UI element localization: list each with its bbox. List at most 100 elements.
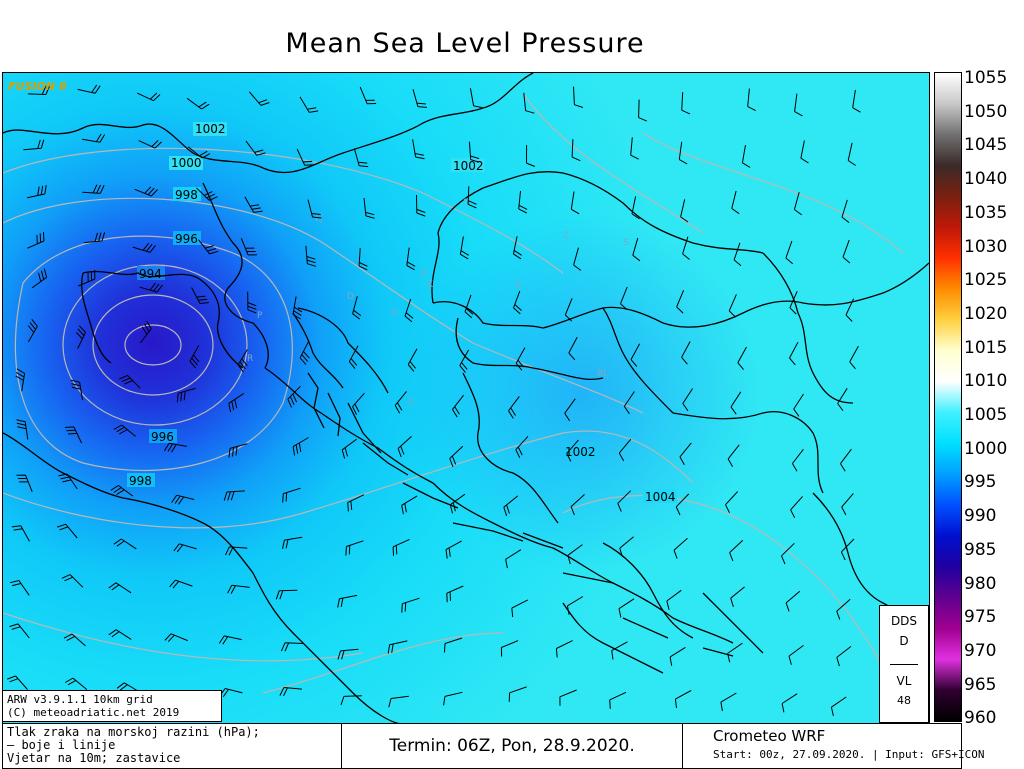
wind-barb	[789, 341, 799, 366]
station-line-1: DDS	[890, 614, 918, 628]
wind-barb	[789, 291, 798, 315]
wind-barb	[619, 536, 634, 557]
wind-barb	[279, 687, 302, 697]
wind-barb	[730, 391, 742, 415]
colorbar-tick-label: 1015	[964, 337, 1008, 358]
wind-barb	[508, 686, 527, 702]
wind-barb	[618, 598, 635, 618]
wind-barb	[620, 286, 628, 311]
wind-barb	[407, 348, 418, 372]
wind-barb	[469, 88, 483, 109]
station-line-2: D	[899, 634, 909, 648]
wind-barb	[566, 439, 579, 462]
wind-barb	[793, 393, 804, 417]
station-line-3: VL	[896, 674, 912, 688]
wind-barb	[359, 86, 377, 105]
legend-description: Tlak zraka na morskoj razini (hPa); — bo…	[7, 726, 337, 765]
svg-text:O: O	[391, 308, 398, 318]
colorbar-tick-label: 1050	[964, 101, 1008, 122]
wind-barb	[837, 388, 848, 411]
colorbar-tick-label: 965	[964, 674, 997, 695]
wind-barb	[623, 391, 635, 415]
svg-text:S: S	[463, 198, 469, 208]
svg-text:R: R	[247, 354, 253, 364]
wind-barb	[63, 633, 86, 647]
wind-barb	[788, 644, 804, 665]
station-line-4: 48	[897, 694, 911, 707]
wind-barb	[841, 199, 850, 223]
wind-barb	[84, 232, 106, 244]
wind-barb	[681, 92, 691, 115]
wind-barb	[632, 237, 641, 262]
wind-barb	[443, 691, 463, 706]
wind-barb	[171, 494, 195, 505]
wind-barb	[449, 445, 464, 468]
wind-barb	[800, 140, 809, 164]
wind-barb	[176, 387, 196, 403]
model-panel: Crometeo WRF Start: 00z, 27.09.2020. | I…	[687, 724, 985, 768]
wind-barb	[139, 282, 163, 293]
wind-barb	[836, 598, 851, 620]
wind-barb	[108, 629, 132, 640]
wind-barb	[505, 549, 522, 569]
wind-barb	[567, 544, 583, 565]
wind-barb	[730, 586, 745, 607]
wind-barb	[727, 642, 743, 663]
wind-barb	[673, 537, 688, 559]
wind-barb	[836, 646, 852, 667]
svg-text:D: D	[347, 292, 354, 302]
wind-barb	[75, 325, 87, 349]
map-title: Mean Sea Level Pressure	[285, 28, 645, 59]
wind-barb	[26, 185, 47, 199]
wind-barb	[337, 594, 358, 608]
wind-barb	[449, 493, 466, 514]
colorbar-tick-label: 995	[964, 472, 997, 493]
wind-barb	[64, 677, 88, 690]
map-canvas: 1002 1000 998 996 994 1002 996 998 1002 …	[3, 73, 929, 724]
wind-barb	[446, 585, 464, 603]
wind-barb	[845, 298, 855, 322]
wind-barb	[58, 473, 78, 490]
wind-barb	[387, 640, 408, 654]
colorbar-tick-label: 1025	[964, 270, 1008, 291]
wind-barb	[163, 442, 187, 453]
wind-barb	[741, 145, 751, 168]
legend-line-3: Vjetar na 10m; zastavice	[7, 751, 181, 765]
wind-barb	[631, 196, 640, 220]
isobar-lines	[3, 92, 904, 714]
colorbar-tick-label: 1010	[964, 371, 1008, 392]
wind-barb	[842, 239, 851, 264]
wind-barb	[840, 448, 852, 472]
wind-barb	[512, 236, 522, 260]
wind-barb	[164, 633, 188, 643]
wind-barb	[70, 379, 83, 400]
wind-barb	[196, 187, 218, 201]
wind-barb	[225, 546, 248, 556]
wind-barb	[523, 92, 535, 114]
wind-barb	[849, 345, 859, 370]
legend-line-2: — boje i linije	[7, 738, 116, 752]
wind-barb	[416, 194, 426, 217]
svg-text:P: P	[257, 311, 263, 321]
wind-barb	[223, 490, 245, 501]
wind-barb	[280, 642, 304, 652]
wind-barb	[847, 142, 856, 166]
wind-barb	[737, 346, 747, 370]
colorbar-tick-label: 1000	[964, 438, 1008, 459]
wind-barb	[567, 596, 584, 615]
svg-text:BL: BL	[597, 369, 608, 379]
wind-barb	[618, 438, 632, 462]
wind-barb	[337, 648, 359, 660]
wind-barb	[78, 269, 96, 287]
wind-barb	[526, 145, 535, 167]
wind-barb	[609, 691, 627, 709]
wind-barb	[237, 349, 248, 373]
wind-barb	[27, 231, 45, 249]
wind-barb	[401, 597, 420, 613]
wind-barb	[630, 137, 639, 160]
wind-barb	[564, 398, 576, 422]
wind-barb	[464, 294, 474, 319]
coastlines	[3, 73, 929, 724]
wind-barb	[570, 191, 580, 215]
wind-barb	[31, 268, 48, 289]
